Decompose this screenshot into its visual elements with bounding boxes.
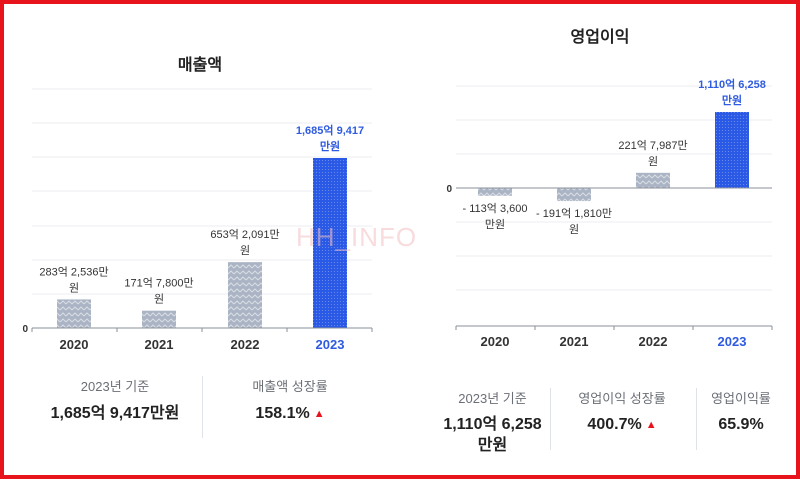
bar-2022 (228, 262, 262, 328)
revenue-basis-value: 1,685억 9,417만원 (50, 405, 180, 422)
x-tick-label-2020: 2020 (481, 334, 510, 349)
data-label-2023: 1,110억 6,258 만원 (698, 78, 766, 107)
up-triangle-icon: ▲ (313, 408, 325, 420)
op-basis-label: 2023년 기준 (458, 391, 527, 406)
up-triangle-icon: ▲ (645, 419, 657, 431)
op-growth-value: 400.7% ▲ (552, 414, 692, 436)
bar-2021 (142, 310, 176, 328)
x-tick-label-2023: 2023 (718, 334, 747, 349)
op-growth-number: 400.7% (587, 416, 642, 433)
op-basis-value-line1: 1,110억 6,258 (443, 416, 542, 433)
op-basis-value-line2: 만원 (477, 437, 508, 454)
y-tick-label: 0 (22, 324, 28, 335)
watermark-text: HH_INFO (296, 222, 418, 252)
revenue-growth-label: 매출액 성장률 (252, 379, 328, 394)
op-margin-value: 65.9% (718, 416, 764, 433)
data-label-2021: - 191억 1,810만 원 (536, 207, 612, 236)
op-margin-label: 영업이익률 (711, 391, 771, 406)
x-tick-label-2021: 2021 (145, 337, 174, 352)
x-tick-label-2021: 2021 (560, 334, 589, 349)
op-growth-label: 영업이익 성장률 (578, 391, 666, 406)
bar-2021 (557, 188, 591, 202)
bar-2022 (636, 172, 670, 188)
revenue-basis-label: 2023년 기준 (80, 379, 150, 394)
x-tick-label-2020: 2020 (60, 337, 89, 352)
op-basis-value: 1,110억 6,258 만원 (430, 414, 555, 456)
operating-profit-chart-title: 영업이익 (570, 29, 630, 46)
data-label-2022: 221억 7,987만 원 (618, 139, 687, 168)
x-tick-label-2022: 2022 (231, 337, 260, 352)
bar-2020 (57, 299, 91, 328)
bar-2020 (478, 188, 512, 196)
bar-2023 (715, 112, 749, 188)
bar-2023 (313, 158, 347, 328)
data-label-2020: 283억 2,536만 원 (39, 265, 108, 294)
summary-divider (550, 388, 551, 450)
data-label-2020: - 113억 3,600 만원 (463, 202, 528, 231)
x-tick-label-2023: 2023 (316, 337, 345, 352)
revenue-bar-chart: 0 283억 2,536만 원 2020 171억 7,800만 원 2021 653억 2,… (22, 88, 373, 352)
revenue-growth-value: 158.1% ▲ (205, 403, 375, 425)
summary-divider (696, 388, 697, 450)
revenue-chart-title: 매출액 (177, 57, 223, 74)
operating-profit-bar-chart: 0 - 113억 3,600 만원 2020 - 191억 1,810만 원 2021 221… (446, 78, 773, 349)
data-label-2022: 653억 2,091만 원 (210, 228, 279, 257)
operating-profit-panel: 영업이익 0 - 113억 3,600 만원 2020 - 191억 1,810만 원 20… (400, 0, 800, 479)
x-tick-label-2022: 2022 (639, 334, 668, 349)
summary-divider (202, 376, 203, 438)
revenue-panel: 매출액 0 283억 2,536만 원 2020 171억 7,800만 원 2021 653… (22, 57, 375, 438)
revenue-growth-number: 158.1% (255, 405, 310, 422)
y-tick-label: 0 (446, 184, 452, 195)
data-label-2023: 1,685억 9,417 만원 (296, 124, 364, 153)
data-label-2021: 171억 7,800만 원 (124, 277, 193, 306)
